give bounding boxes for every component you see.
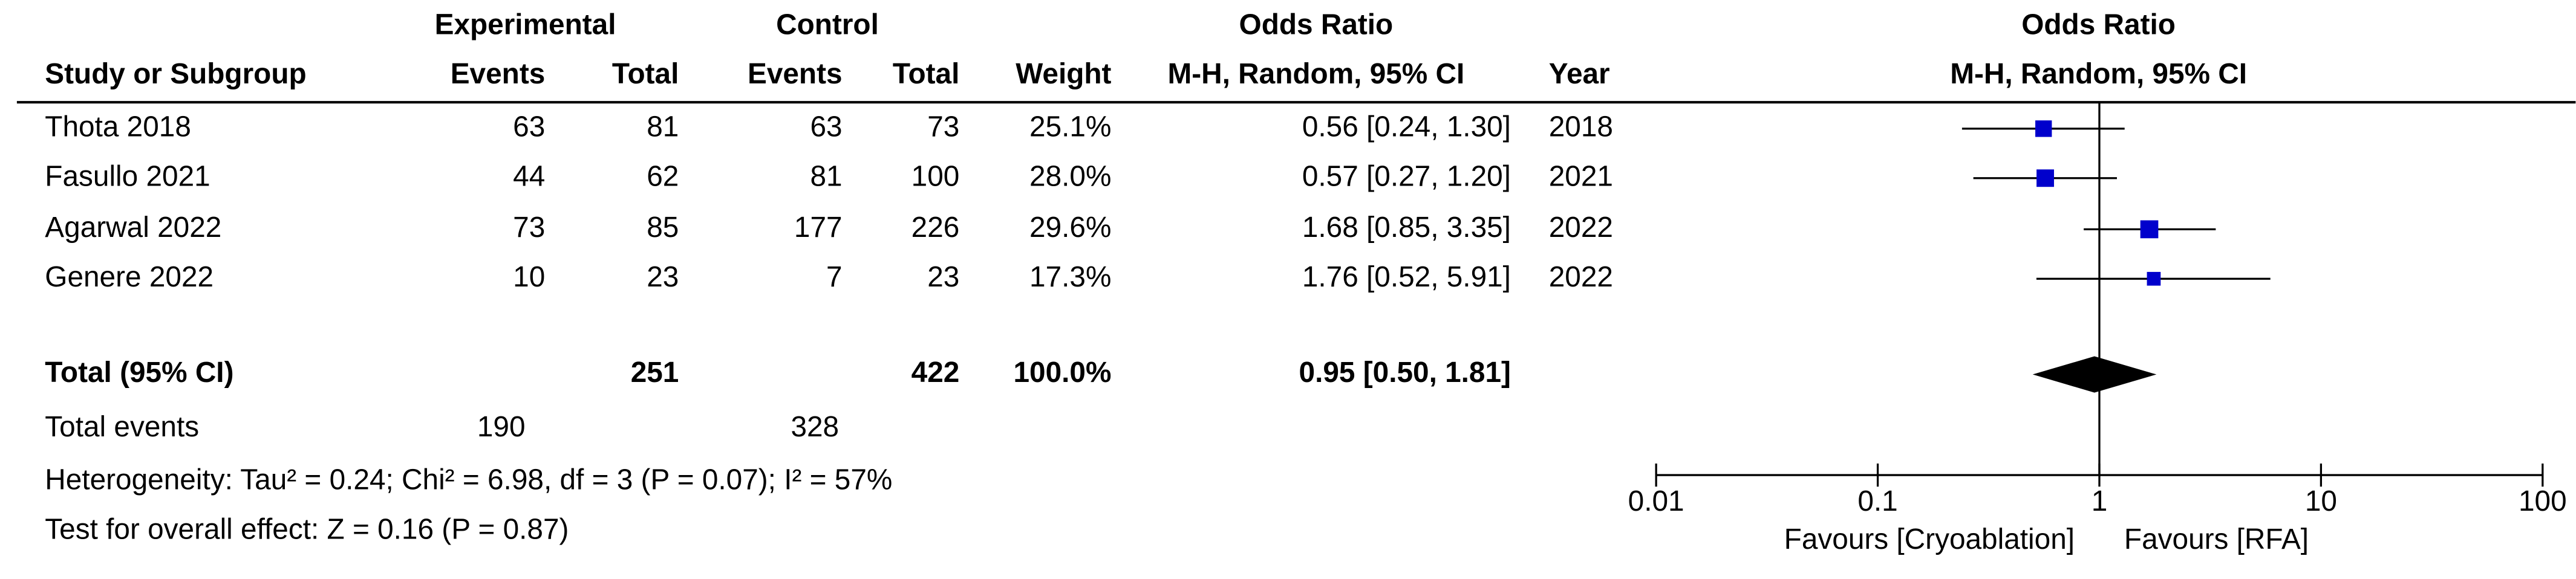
cell: 73 [927,111,959,143]
cell: 177 [794,212,843,244]
cell: 2022 [1549,212,1613,244]
cell: 2022 [1549,261,1613,293]
x-tick-label: 0.1 [1857,485,1897,517]
cell: 190 [477,411,526,443]
cell: 226 [911,212,960,244]
total-cell: 100.0% [1014,357,1112,389]
effect-square [2036,169,2054,187]
cell: Genere 2022 [45,261,214,293]
x-tick-label: 0.01 [1628,485,1684,517]
cell: 28.0% [1029,160,1111,192]
cell: 81 [810,160,842,192]
x-tick-label: 1 [2092,485,2108,517]
cell: 100 [911,160,960,192]
cell: 63 [513,111,545,143]
x-tick-label: 10 [2305,485,2337,517]
cell: 0.56 [0.24, 1.30] [1302,111,1511,143]
cell: Total events [45,411,199,443]
cell: 44 [513,160,545,192]
group-header: Experimental [435,8,616,40]
effect-square [2147,271,2161,286]
cell: 23 [647,261,679,293]
group-header: Control [776,8,879,40]
cell: 85 [647,212,679,244]
overall-effect: Test for overall effect: Z = 0.16 (P = 0… [45,513,569,545]
total-cell: Total (95% CI) [45,357,233,389]
cell: 328 [791,411,839,443]
cell: 23 [927,261,959,293]
total-cell: 251 [631,357,679,389]
column-header: Events [748,58,843,90]
cell: Agarwal 2022 [45,212,221,244]
cell: 73 [513,212,545,244]
column-header: Year [1549,58,1610,90]
cell: 17.3% [1029,261,1111,293]
column-header: Study or Subgroup [45,58,306,90]
plot-subtitle: M-H, Random, 95% CI [1950,58,2247,90]
cell: 7 [826,261,843,293]
plot-title: Odds Ratio [2021,8,2176,40]
column-header: Total [893,58,960,90]
total-cell: 422 [911,357,960,389]
cell: 1.76 [0.52, 5.91] [1302,261,1511,293]
cell: 2021 [1549,160,1613,192]
x-label-right: Favours [RFA] [2124,523,2309,555]
cell: Thota 2018 [45,111,191,143]
cell: 63 [810,111,842,143]
x-label-left: Favours [Cryoablation] [1784,523,2075,555]
effect-square [2140,220,2159,239]
cell: 81 [647,111,679,143]
cell: 10 [513,261,545,293]
cell: 29.6% [1029,212,1111,244]
column-header: Total [612,58,679,90]
summary-diamond [2032,356,2157,393]
group-header: Odds Ratio [1239,8,1394,40]
cell: Fasullo 2021 [45,160,210,192]
column-header: M-H, Random, 95% CI [1167,58,1464,90]
cell: 2018 [1549,111,1613,143]
column-header: Weight [1016,58,1111,90]
heterogeneity: Heterogeneity: Tau² = 0.24; Chi² = 6.98,… [45,464,892,496]
cell: 0.57 [0.27, 1.20] [1302,160,1511,192]
cell: 62 [647,160,679,192]
x-tick-label: 100 [2519,485,2567,517]
total-cell: 0.95 [0.50, 1.81] [1299,357,1511,389]
effect-square [2035,120,2052,137]
cell: 25.1% [1029,111,1111,143]
column-header: Events [451,58,546,90]
cell: 1.68 [0.85, 3.35] [1302,212,1511,244]
